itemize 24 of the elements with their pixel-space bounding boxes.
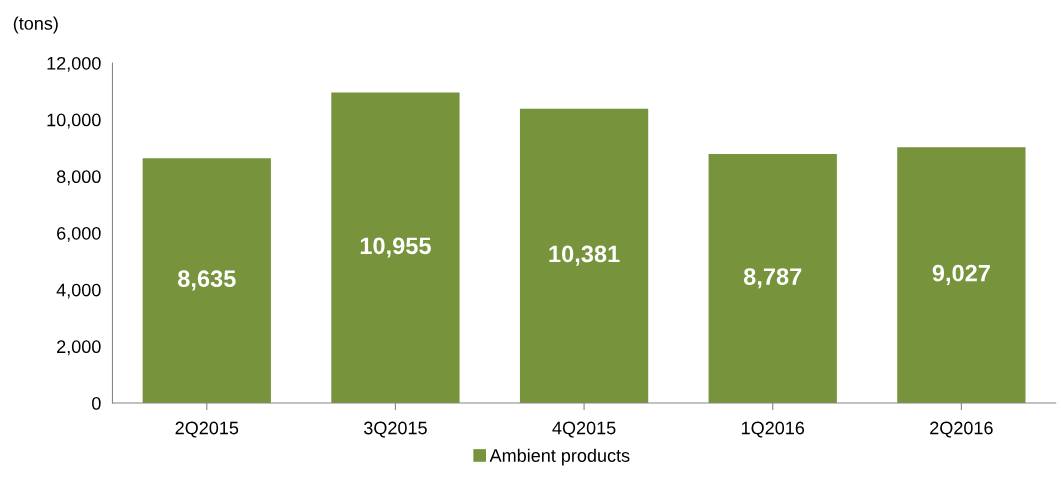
x-tick-label: 4Q2015 bbox=[552, 421, 616, 438]
data-label: 8,635 bbox=[178, 270, 236, 291]
legend-label: Ambient products bbox=[489, 448, 630, 466]
data-label: 10,955 bbox=[360, 237, 431, 258]
y-axis-title: (tons) bbox=[13, 16, 58, 34]
bar bbox=[142, 158, 271, 404]
y-tick-label: 2,000 bbox=[57, 340, 101, 356]
bar bbox=[519, 108, 649, 404]
y-tick-label: 4,000 bbox=[56, 283, 101, 299]
y-tick-label: 6,000 bbox=[57, 226, 101, 242]
y-tick-label: 8,000 bbox=[56, 170, 101, 186]
x-tick-label: 2Q2015 bbox=[175, 421, 239, 438]
x-tick-label: 2Q2016 bbox=[930, 421, 993, 438]
bar bbox=[897, 147, 1026, 404]
x-tick-label: 3Q2015 bbox=[364, 421, 427, 438]
y-tick-label: 12,000 bbox=[47, 56, 101, 72]
data-label: 8,787 bbox=[743, 268, 802, 289]
data-label: 9,027 bbox=[932, 264, 990, 285]
data-label: 10,381 bbox=[549, 245, 620, 266]
x-tick-label: 1Q2016 bbox=[741, 421, 805, 438]
bar bbox=[331, 92, 460, 404]
y-tick-label: 10,000 bbox=[47, 113, 101, 129]
y-tick-label: 0 bbox=[92, 397, 101, 410]
bar bbox=[708, 154, 837, 404]
